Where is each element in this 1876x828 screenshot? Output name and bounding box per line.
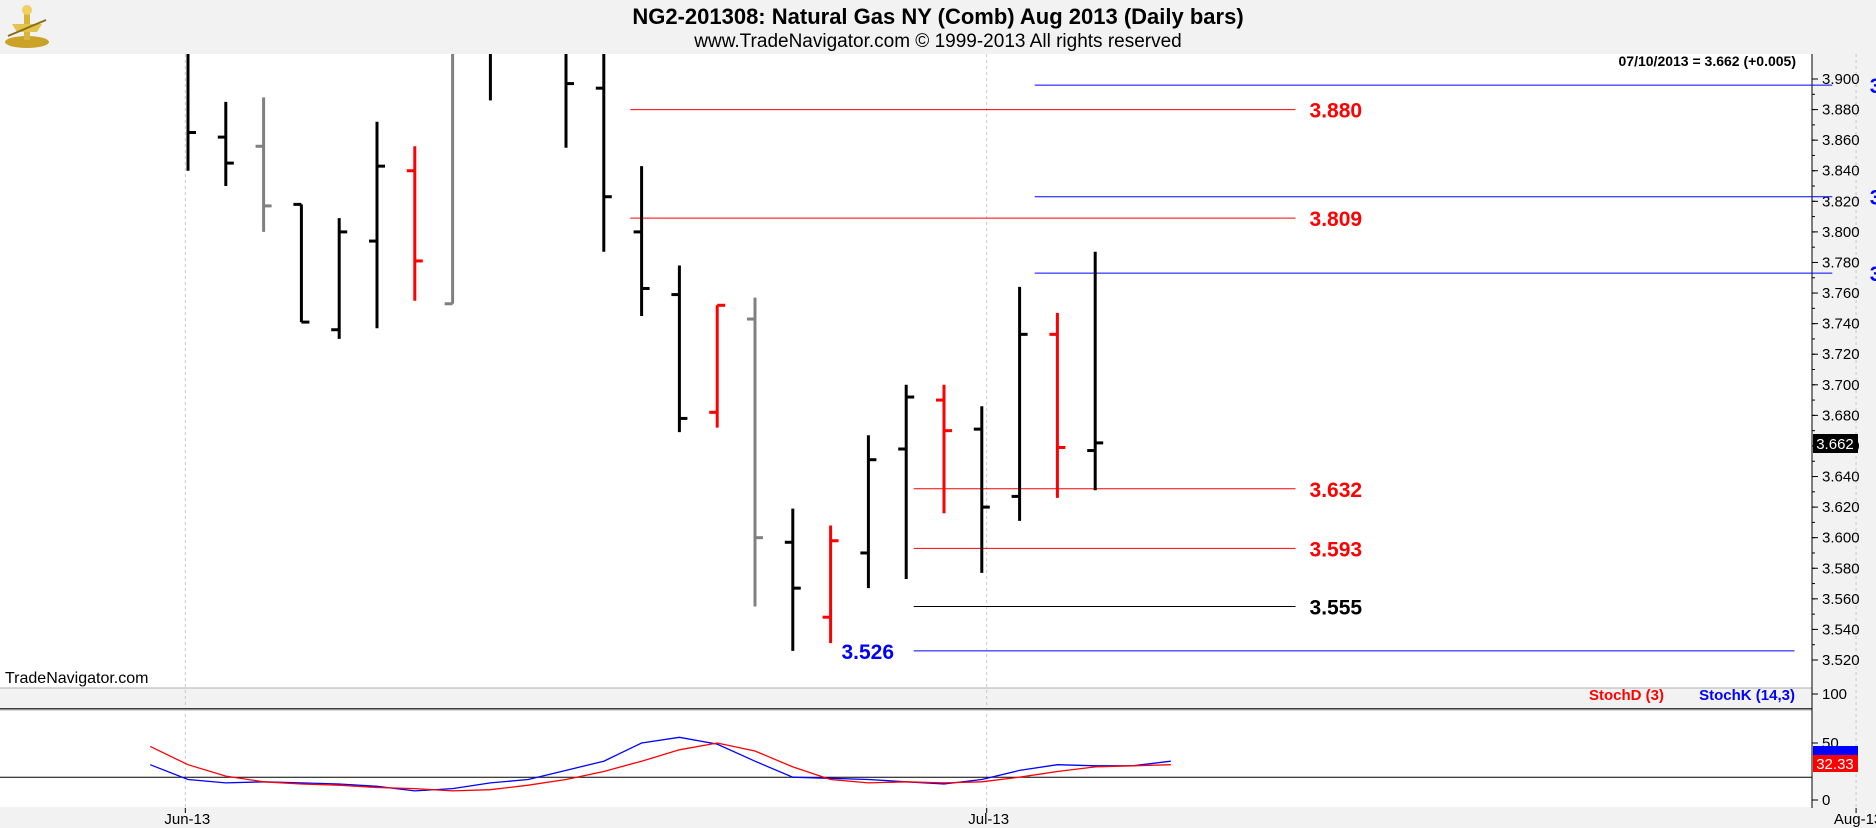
ohlc-bar [186, 54, 196, 171]
x-tick-label: Jun-13 [164, 811, 210, 828]
y-tick-label: 3.680 [1822, 407, 1860, 424]
ohlc-bar [217, 101, 234, 187]
ohlc-bar [747, 297, 763, 607]
ohlc-bars [186, 54, 1104, 651]
y-tick-label: 3.520 [1822, 652, 1860, 669]
chart-subtitle: www.TradeNavigator.com © 1999-2013 All r… [694, 31, 1182, 52]
price-plot-area [0, 54, 1812, 688]
stochd-line [149, 742, 1171, 792]
stoch-tick-label: 0 [1822, 792, 1830, 809]
y-tick-label: 3.860 [1822, 132, 1860, 149]
y-tick-label: 3.780 [1822, 254, 1860, 271]
y-tick-label: 3.580 [1822, 560, 1860, 577]
stochk-line [149, 736, 1171, 792]
ohlc-bar [1087, 251, 1104, 491]
status-readout: 07/10/2013 = 3.662 (+0.005) [1619, 53, 1796, 69]
watermark-text: TradeNavigator.com [5, 670, 148, 687]
ohlc-bar [671, 265, 688, 433]
level-label-3.555: 3.555 [1310, 596, 1363, 619]
chart-title: NG2-201308: Natural Gas NY (Comb) Aug 20… [632, 4, 1244, 29]
ohlc-bar [369, 121, 385, 329]
y-tick-label: 3.640 [1822, 469, 1860, 486]
ohlc-bar [973, 406, 990, 573]
ohlc-bar [564, 54, 574, 148]
y-tick-label: 3.760 [1822, 285, 1860, 302]
price-axis: 3.900 3.880 3.860 3.840 3.820 3.800 3.780 3.760… [1812, 71, 1860, 669]
stochastic-plot-area [0, 710, 1812, 807]
y-tick-label: 3.800 [1822, 224, 1860, 241]
stochd-last-tag [1813, 755, 1858, 772]
y-tick-label: 3.540 [1822, 621, 1860, 638]
level-label-3.823: 3.823 [1870, 187, 1876, 210]
ohlc-bar [784, 508, 801, 651]
date-axis: Jun-13 Jul-13 Aug-13 [164, 808, 1876, 828]
y-tick-label: 3.560 [1822, 591, 1860, 608]
tradenavigator-logo-icon [5, 5, 49, 48]
stochk-legend: StochK (14,3) [1699, 687, 1795, 704]
last-price-tag [1813, 434, 1858, 453]
price-levels: 3.896 3.880 3.823 3.809 3.773 3.632 3.593 3.555… [630, 75, 1876, 664]
ohlc-bar [1011, 286, 1028, 521]
ohlc-bar [293, 202, 310, 324]
ohlc-bar [595, 54, 612, 252]
y-tick-label: 3.600 [1822, 530, 1860, 547]
ohlc-bar [822, 525, 839, 644]
stoch-tick-label: 100 [1822, 686, 1847, 703]
level-label-3.526: 3.526 [841, 641, 894, 664]
level-label-3.632: 3.632 [1310, 479, 1363, 502]
y-tick-label: 3.700 [1822, 377, 1860, 394]
ohlc-bar [255, 97, 272, 232]
ohlc-bar [444, 54, 455, 306]
ohlc-bar [331, 218, 348, 339]
y-tick-label: 3.740 [1822, 316, 1860, 333]
ohlc-bar [936, 384, 952, 514]
ohlc-bar [898, 384, 915, 579]
ohlc-bar [709, 303, 726, 428]
level-label-3.593: 3.593 [1310, 538, 1363, 561]
level-label-3.880: 3.880 [1310, 100, 1363, 123]
stoch-last-value: 32.33 [1816, 756, 1854, 773]
level-label-3.773: 3.773 [1870, 263, 1876, 286]
last-price-label: 3.662 [1816, 436, 1854, 453]
y-tick-label: 3.720 [1822, 346, 1860, 363]
y-tick-label: 3.900 [1822, 71, 1860, 88]
y-tick-label: 3.880 [1822, 102, 1860, 119]
y-tick-label: 3.620 [1822, 499, 1860, 516]
y-tick-label: 3.820 [1822, 193, 1860, 210]
x-tick-label: Aug-13 [1834, 811, 1876, 828]
ohlc-bar [860, 435, 877, 589]
y-tick-label: 3.840 [1822, 163, 1860, 180]
ohlc-bar [1049, 312, 1066, 498]
level-label-3.896: 3.896 [1870, 75, 1876, 98]
ohlc-bar [633, 166, 650, 316]
ohlc-bar [406, 146, 423, 301]
x-tick-label: Jul-13 [968, 811, 1009, 828]
stochd-legend: StochD (3) [1589, 687, 1664, 704]
level-label-3.809: 3.809 [1310, 208, 1363, 231]
